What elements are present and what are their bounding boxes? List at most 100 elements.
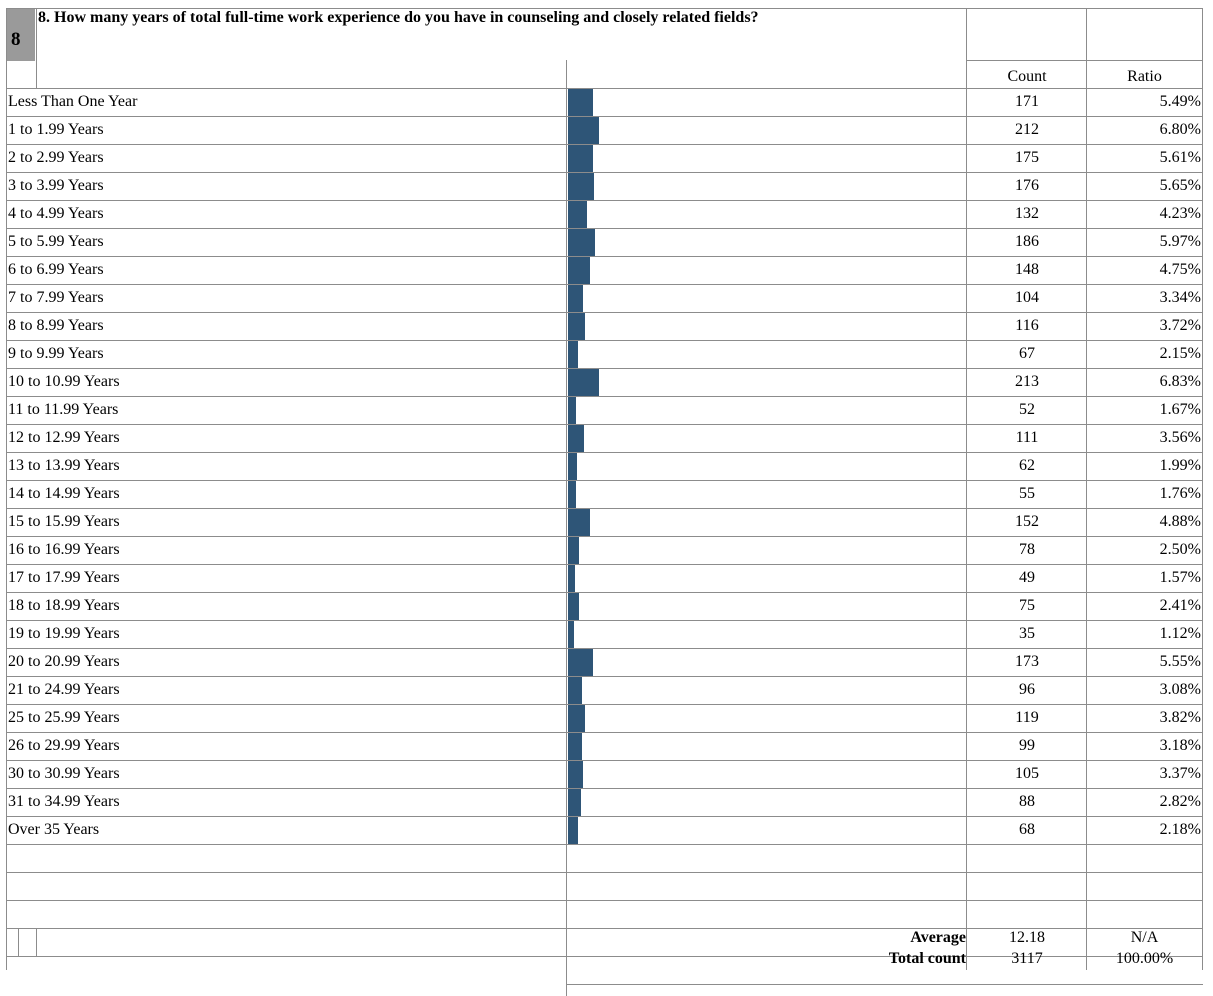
grid-line-horizontal [6, 172, 1203, 173]
table-row-count: 35 [1019, 625, 1035, 642]
grid-line-horizontal [6, 396, 1203, 397]
grid-line-vertical [6, 8, 7, 970]
response-bar [568, 229, 595, 256]
response-bar [568, 201, 587, 228]
table-row-count: 173 [1015, 653, 1039, 670]
grid-line-vertical [36, 928, 37, 956]
response-bar [568, 257, 590, 284]
table-row-ratio: 2.50% [1159, 541, 1201, 558]
grid-line-horizontal [6, 368, 1203, 369]
table-row-ratio: 3.82% [1159, 709, 1201, 726]
response-bar [568, 145, 593, 172]
grid-line-horizontal [6, 144, 1203, 145]
survey-question-table: 8 8. How many years of total full-time w… [6, 8, 1203, 996]
table-row-count: 171 [1015, 93, 1039, 110]
response-bar [568, 369, 599, 396]
grid-line-horizontal [6, 648, 1203, 649]
table-row-ratio: 3.08% [1159, 681, 1201, 698]
table-row-label: 20 to 20.99 Years [8, 653, 120, 670]
grid-line-horizontal [6, 284, 1203, 285]
response-bar [568, 313, 585, 340]
table-row-label: 17 to 17.99 Years [8, 569, 120, 586]
table-row-label: 3 to 3.99 Years [8, 177, 104, 194]
grid-line-horizontal [6, 788, 1203, 789]
table-row-ratio: 1.57% [1159, 569, 1201, 586]
grid-line-horizontal [6, 928, 1203, 929]
table-row-count: 176 [1015, 177, 1039, 194]
table-row-ratio: 5.61% [1159, 149, 1201, 166]
table-row-label: 16 to 16.99 Years [8, 541, 120, 558]
table-row-label: 11 to 11.99 Years [8, 401, 119, 418]
response-bar [568, 677, 582, 704]
grid-line-horizontal [6, 312, 1203, 313]
grid-line-vertical [36, 8, 37, 60]
table-row-count: 148 [1015, 261, 1039, 278]
response-bar [568, 425, 584, 452]
table-row-ratio: 6.83% [1159, 373, 1201, 390]
table-row-count: 111 [1015, 429, 1039, 446]
table-row-count: 75 [1019, 597, 1035, 614]
table-row-label: 7 to 7.99 Years [8, 289, 104, 306]
total-count-label: Total count [888, 950, 966, 967]
table-row-ratio: 5.49% [1159, 93, 1201, 110]
table-row-ratio: 1.76% [1159, 485, 1201, 502]
table-row-count: 67 [1019, 345, 1035, 362]
response-bar [568, 509, 590, 536]
response-bar [568, 285, 583, 312]
response-bar [568, 481, 576, 508]
table-row-ratio: 4.23% [1159, 205, 1201, 222]
table-row-ratio: 3.18% [1159, 737, 1201, 754]
table-row-label: 2 to 2.99 Years [8, 149, 104, 166]
table-row-count: 152 [1015, 513, 1039, 530]
table-row-ratio: 4.88% [1159, 513, 1201, 530]
average-label: Average [910, 929, 966, 946]
grid-line-vertical [18, 928, 19, 956]
grid-line-horizontal [6, 200, 1203, 201]
table-row-label: 13 to 13.99 Years [8, 457, 120, 474]
grid-line-vertical [1202, 8, 1203, 970]
table-row-count: 186 [1015, 233, 1039, 250]
table-row-count: 132 [1015, 205, 1039, 222]
average-value: 12.18 [1009, 929, 1045, 946]
table-row-ratio: 5.97% [1159, 233, 1201, 250]
response-bar [568, 705, 585, 732]
table-row-count: 116 [1015, 317, 1039, 334]
grid-line-horizontal [6, 760, 1203, 761]
table-row-ratio: 1.12% [1159, 625, 1201, 642]
table-row-count: 49 [1019, 569, 1035, 586]
grid-line-horizontal [6, 704, 1203, 705]
table-row-count: 212 [1015, 121, 1039, 138]
response-bar [568, 565, 575, 592]
response-bar [568, 397, 576, 424]
grid-line-horizontal [566, 984, 1203, 985]
table-row-label: 25 to 25.99 Years [8, 709, 120, 726]
table-row-ratio: 4.75% [1159, 261, 1201, 278]
ratio-column-header: Ratio [1127, 68, 1162, 85]
grid-line-vertical [1086, 8, 1087, 970]
table-row-count: 78 [1019, 541, 1035, 558]
grid-line-horizontal [6, 872, 1203, 873]
table-row-label: 19 to 19.99 Years [8, 625, 120, 642]
response-bar [568, 537, 579, 564]
table-row-label: 12 to 12.99 Years [8, 429, 120, 446]
grid-line-horizontal [6, 900, 1203, 901]
table-row-count: 62 [1019, 457, 1035, 474]
table-row-ratio: 2.15% [1159, 345, 1201, 362]
grid-line-horizontal [6, 816, 1203, 817]
response-bar [568, 341, 578, 368]
grid-line-horizontal [6, 844, 1203, 845]
grid-line-horizontal [6, 480, 1203, 481]
grid-line-horizontal [6, 8, 1203, 9]
table-row-ratio: 1.67% [1159, 401, 1201, 418]
total-count-ratio: 100.00% [1115, 950, 1174, 967]
response-bar [568, 817, 578, 844]
table-row-ratio: 2.41% [1159, 597, 1201, 614]
table-row-label: 1 to 1.99 Years [8, 121, 104, 138]
grid-line-vertical [36, 60, 37, 88]
response-bar [568, 593, 579, 620]
table-row-count: 99 [1019, 737, 1035, 754]
table-row-ratio: 5.65% [1159, 177, 1201, 194]
grid-line-horizontal [6, 228, 1203, 229]
grid-line-horizontal [6, 620, 1203, 621]
grid-line-horizontal [6, 424, 1203, 425]
